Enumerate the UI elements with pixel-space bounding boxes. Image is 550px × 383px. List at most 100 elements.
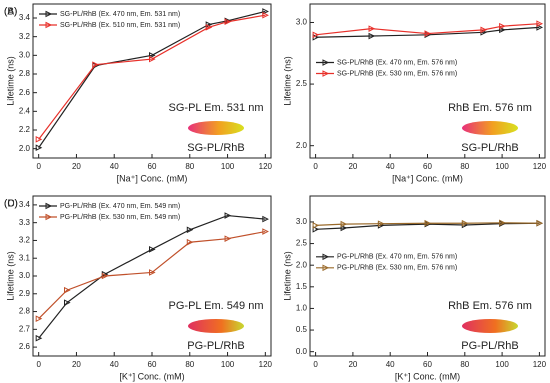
y-tick-label: 3.4: [19, 13, 31, 22]
x-tick-label: 0: [313, 360, 318, 369]
sample-image: [462, 319, 518, 333]
point: [312, 225, 320, 233]
annotation: RhB Em. 576 nm: [448, 300, 532, 312]
x-tick-label: 20: [348, 360, 357, 369]
x-tick-label: 40: [110, 162, 119, 171]
point: [35, 136, 43, 143]
point: [424, 30, 432, 37]
point: [149, 55, 156, 63]
y-tick-label: 2.4: [19, 106, 31, 115]
legend-marker: [45, 21, 53, 29]
point: [340, 220, 348, 228]
legend-label: PG-PL/RhB (Ex. 530 nm, Em. 576 nm): [337, 265, 457, 272]
x-tick-label: 0: [36, 360, 41, 369]
legend-marker: [45, 213, 53, 221]
panel-label: (D): [4, 199, 18, 210]
x-tick-label: 60: [423, 360, 432, 369]
legend-label: SG-PL/RhB (Ex. 530 nm, Em. 576 nm): [337, 70, 457, 77]
y-tick-label: 3.4: [19, 200, 31, 209]
y-tick-label: 2.7: [19, 324, 31, 333]
y-tick-label: 2.2: [19, 125, 31, 134]
x-tick-label: 40: [386, 360, 395, 369]
x-tick-label: 20: [72, 162, 81, 171]
point: [536, 24, 544, 31]
x-tick-label: 80: [460, 162, 469, 171]
series-line: [315, 222, 540, 227]
y-tick-label: 3.1: [19, 253, 31, 262]
x-tick-label: 100: [221, 162, 235, 171]
x-tick-label: 40: [110, 360, 119, 369]
x-axis-label: [Na⁺] Conc. (mM): [117, 173, 188, 183]
y-tick-label: 3.2: [19, 236, 31, 245]
y-tick-label: 2.5: [296, 79, 308, 88]
sample-image: [188, 121, 244, 135]
x-tick-label: 80: [460, 360, 469, 369]
y-tick-label: 2.8: [19, 69, 31, 78]
point: [35, 334, 43, 342]
point: [368, 25, 376, 32]
point: [35, 144, 43, 152]
legend-marker: [45, 10, 53, 18]
legend-label: SG-PL/RhB (Ex. 510 nm, Em. 531 nm): [60, 22, 180, 29]
point: [424, 219, 432, 227]
legend-marker: [322, 59, 330, 66]
point: [64, 299, 71, 306]
point: [499, 26, 506, 34]
y-tick-label: 2.0: [296, 141, 308, 150]
x-tick-label: 0: [313, 162, 318, 171]
x-tick-label: 60: [148, 162, 157, 171]
sample-image: [188, 319, 244, 333]
legend-label: PG-PL/RhB (Ex. 530 nm, Em. 549 nm): [60, 214, 180, 221]
legend-label: SG-PL/RhB (Ex. 470 nm, Em. 531 nm): [60, 11, 180, 18]
point: [340, 224, 348, 232]
legend-label: SG-PL/RhB (Ex. 470 nm, Em. 576 nm): [337, 59, 457, 66]
y-tick-label: 3.0: [296, 18, 308, 27]
point: [64, 286, 71, 294]
point: [92, 61, 99, 68]
y-tick-label: 2.8: [19, 307, 31, 316]
legend-marker: [322, 253, 330, 261]
y-tick-label: 1.5: [296, 282, 308, 291]
panel-label: (C): [4, 199, 18, 210]
point: [312, 222, 320, 229]
annotation: RhB Em. 576 nm: [448, 102, 532, 114]
sample-label: SG-PL/RhB: [187, 142, 244, 154]
point: [149, 269, 156, 276]
point: [536, 20, 544, 28]
x-tick-label: 100: [221, 360, 235, 369]
series-line: [38, 230, 266, 320]
y-tick-label: 2.0: [296, 260, 308, 269]
x-tick-label: 80: [185, 162, 194, 171]
legend-marker: [322, 70, 330, 77]
point: [536, 219, 544, 227]
point: [205, 24, 213, 31]
point: [262, 228, 269, 235]
y-tick-label: 3.0: [19, 271, 31, 280]
point: [101, 272, 109, 280]
point: [186, 226, 194, 234]
y-tick-label: 3.0: [19, 50, 31, 59]
sample-label: PG-PL/RhB: [187, 340, 244, 352]
legend-marker: [322, 264, 330, 272]
x-tick-label: 120: [259, 360, 273, 369]
x-tick-label: 120: [259, 162, 273, 171]
series-line: [38, 10, 266, 149]
point: [377, 220, 385, 227]
y-tick-label: 2.5: [296, 239, 308, 248]
plot-frame: [309, 195, 546, 357]
x-axis-label: [Na⁺] Conc. (mM): [392, 173, 463, 183]
sample-label: SG-PL/RhB: [461, 142, 518, 154]
x-tick-label: 100: [495, 360, 509, 369]
y-axis-label: Lifetime (ns): [282, 251, 292, 301]
x-tick-label: 120: [533, 162, 547, 171]
y-tick-label: 0.0: [296, 347, 308, 356]
point: [149, 246, 156, 253]
point: [262, 11, 269, 19]
x-axis-label: [K⁺] Conc. (mM): [119, 371, 184, 381]
x-tick-label: 60: [148, 360, 157, 369]
point: [186, 238, 194, 246]
x-tick-label: 100: [495, 162, 509, 171]
y-tick-label: 2.0: [19, 144, 31, 153]
sample-label: PG-PL/RhB: [461, 340, 518, 352]
